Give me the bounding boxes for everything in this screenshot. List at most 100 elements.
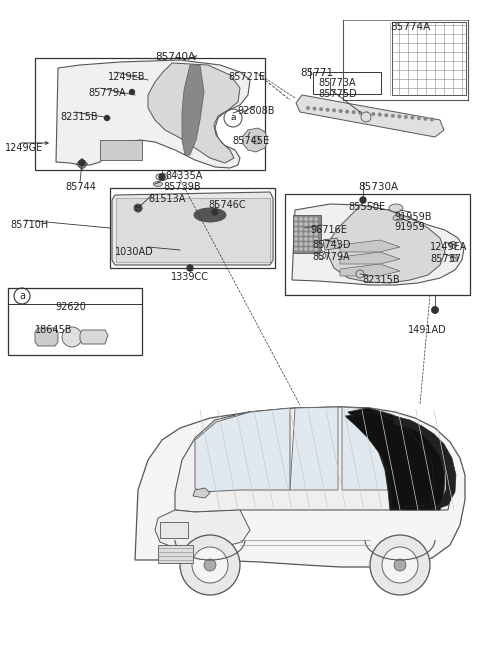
Circle shape [306, 106, 310, 110]
Circle shape [295, 243, 297, 245]
Text: 82315B: 82315B [60, 112, 97, 122]
Text: 1491AD: 1491AD [408, 325, 447, 335]
Circle shape [300, 233, 302, 235]
Circle shape [212, 209, 218, 215]
Text: 85779A: 85779A [88, 88, 126, 98]
Circle shape [318, 251, 326, 259]
Circle shape [310, 228, 312, 230]
Ellipse shape [154, 181, 163, 187]
Text: 85746C: 85746C [208, 200, 246, 210]
Circle shape [310, 248, 312, 250]
Polygon shape [148, 63, 240, 163]
Circle shape [180, 535, 240, 595]
Circle shape [360, 197, 366, 203]
Polygon shape [182, 65, 204, 155]
Circle shape [370, 535, 430, 595]
Circle shape [352, 110, 356, 114]
Polygon shape [243, 128, 268, 152]
Circle shape [130, 89, 134, 95]
Circle shape [424, 117, 427, 121]
Text: 85739B: 85739B [163, 182, 201, 192]
Text: a: a [19, 291, 25, 301]
Circle shape [451, 255, 457, 262]
Circle shape [310, 243, 312, 245]
Circle shape [430, 117, 434, 121]
Circle shape [192, 547, 228, 583]
Text: 18645B: 18645B [35, 325, 72, 335]
Circle shape [315, 233, 317, 235]
Circle shape [345, 110, 349, 113]
Circle shape [79, 160, 85, 166]
Circle shape [204, 559, 216, 571]
Circle shape [397, 115, 401, 118]
Circle shape [300, 248, 302, 250]
Polygon shape [342, 407, 390, 490]
Circle shape [295, 228, 297, 230]
Polygon shape [56, 60, 250, 168]
Polygon shape [112, 192, 273, 265]
Circle shape [310, 218, 312, 220]
Circle shape [300, 228, 302, 230]
Polygon shape [80, 330, 108, 344]
Circle shape [332, 109, 336, 112]
Text: 85743D: 85743D [312, 240, 350, 250]
Bar [110, 188, 275, 268]
Polygon shape [340, 240, 400, 252]
Circle shape [295, 218, 297, 220]
Text: 92808B: 92808B [237, 106, 275, 116]
Text: 92620: 92620 [55, 302, 86, 312]
Text: 1249EB: 1249EB [108, 72, 145, 82]
Circle shape [305, 243, 307, 245]
Polygon shape [348, 408, 445, 510]
Circle shape [295, 238, 297, 240]
Polygon shape [292, 204, 464, 285]
Bar [160, 522, 188, 538]
Text: 91959: 91959 [394, 222, 425, 232]
Circle shape [394, 559, 406, 571]
Text: 1249GE: 1249GE [5, 143, 43, 153]
Circle shape [135, 205, 141, 211]
Text: 85550E: 85550E [348, 202, 385, 212]
Circle shape [295, 223, 297, 226]
Bar [285, 194, 470, 295]
Text: 1030AD: 1030AD [115, 247, 154, 257]
Circle shape [295, 248, 297, 250]
Ellipse shape [393, 215, 403, 221]
Polygon shape [195, 408, 290, 492]
Text: 85721E: 85721E [228, 72, 265, 82]
Circle shape [315, 248, 317, 250]
Circle shape [356, 270, 364, 278]
Circle shape [187, 265, 193, 271]
Circle shape [339, 110, 342, 113]
Text: 85774A: 85774A [390, 22, 430, 32]
Text: 85771: 85771 [300, 68, 333, 78]
Text: 85745E: 85745E [232, 136, 269, 146]
Bar [8, 288, 142, 355]
Circle shape [300, 218, 302, 220]
Text: 85773A: 85773A [318, 78, 356, 88]
Polygon shape [296, 95, 444, 137]
Circle shape [378, 113, 382, 117]
Circle shape [305, 228, 307, 230]
Text: 1249EA: 1249EA [430, 242, 468, 252]
Circle shape [315, 218, 317, 220]
Circle shape [310, 233, 312, 235]
Circle shape [449, 242, 456, 248]
Circle shape [300, 223, 302, 226]
Bar [35, 58, 265, 170]
Text: 91959B: 91959B [394, 212, 432, 222]
Polygon shape [328, 205, 445, 283]
Circle shape [295, 233, 297, 235]
Ellipse shape [156, 174, 168, 181]
Circle shape [78, 160, 86, 168]
Circle shape [105, 115, 109, 121]
Circle shape [384, 113, 388, 117]
Circle shape [305, 233, 307, 235]
Circle shape [252, 136, 260, 144]
Bar [76, 158, 88, 170]
Circle shape [300, 243, 302, 245]
Circle shape [305, 238, 307, 240]
Text: a: a [230, 113, 236, 122]
Text: 96716E: 96716E [310, 225, 347, 235]
Circle shape [315, 228, 317, 230]
